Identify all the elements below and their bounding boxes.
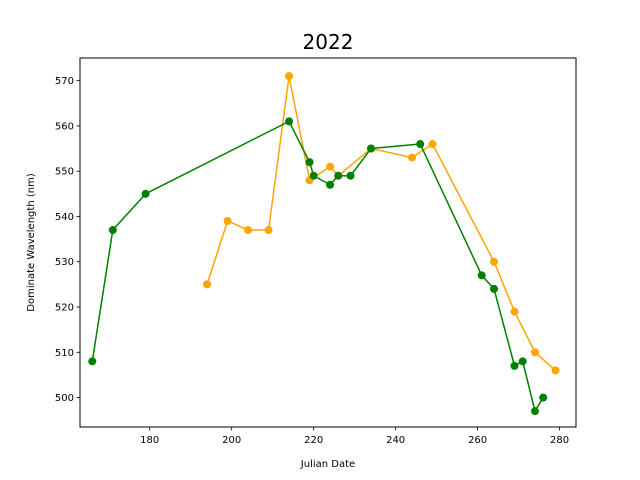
data-point bbox=[285, 72, 294, 81]
data-point bbox=[518, 357, 527, 366]
data-point bbox=[539, 393, 548, 402]
x-tick-label: 280 bbox=[550, 435, 569, 446]
y-tick-label: 530 bbox=[55, 257, 74, 268]
series-layer bbox=[88, 72, 560, 416]
data-point bbox=[428, 140, 437, 149]
data-point bbox=[334, 171, 343, 180]
data-point bbox=[510, 307, 519, 316]
x-tick-label: 220 bbox=[304, 435, 323, 446]
plot-frame bbox=[79, 57, 577, 428]
data-point bbox=[108, 226, 117, 235]
x-axis-label: Julian Date bbox=[300, 459, 355, 470]
y-tick-label: 520 bbox=[55, 303, 74, 314]
data-point bbox=[477, 271, 486, 280]
data-point bbox=[551, 366, 560, 375]
data-point bbox=[141, 189, 150, 198]
y-tick-label: 550 bbox=[55, 167, 74, 178]
data-point bbox=[88, 357, 97, 366]
data-point bbox=[510, 361, 519, 370]
y-tick-label: 560 bbox=[55, 121, 74, 132]
data-point bbox=[346, 171, 355, 180]
data-point bbox=[264, 226, 273, 235]
data-point bbox=[367, 144, 376, 153]
data-point bbox=[408, 153, 417, 162]
x-tick-label: 260 bbox=[468, 435, 487, 446]
data-point bbox=[309, 171, 318, 180]
chart-title: 2022 bbox=[303, 30, 354, 54]
data-point bbox=[285, 117, 294, 126]
y-tick-label: 540 bbox=[55, 212, 74, 223]
data-point bbox=[244, 226, 253, 235]
data-point bbox=[490, 284, 499, 293]
ticks-layer: 180 200 220 240 260 280 500 510 520 530 540 550 560 5… bbox=[55, 76, 569, 446]
y-tick-label: 570 bbox=[55, 76, 74, 87]
data-point bbox=[305, 158, 314, 167]
data-point bbox=[326, 180, 335, 189]
data-point bbox=[203, 280, 212, 289]
data-point bbox=[416, 140, 425, 149]
data-point bbox=[326, 162, 335, 171]
y-tick-label: 500 bbox=[55, 393, 74, 404]
data-point bbox=[223, 216, 232, 225]
y-axis-label: Dominate Wavelength (nm) bbox=[26, 173, 37, 312]
series-2 bbox=[88, 117, 548, 416]
y-tick-label: 510 bbox=[55, 348, 74, 359]
data-point bbox=[531, 348, 540, 357]
x-tick-label: 240 bbox=[386, 435, 405, 446]
x-tick-label: 200 bbox=[222, 435, 241, 446]
x-tick-label: 180 bbox=[140, 435, 159, 446]
data-point bbox=[531, 407, 540, 416]
data-point bbox=[490, 257, 499, 266]
